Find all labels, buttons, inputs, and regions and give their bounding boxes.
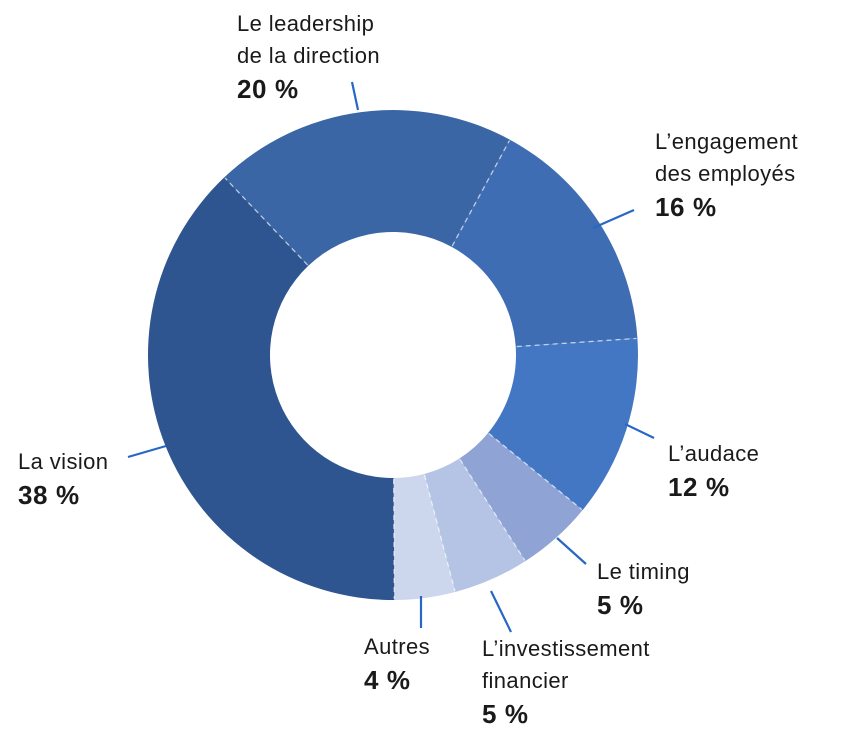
slice-audace <box>488 338 638 511</box>
slice-separator <box>459 458 526 561</box>
leader-line-engagement <box>592 208 635 230</box>
slice-leadership <box>224 109 510 266</box>
slice-separator <box>224 177 309 266</box>
slice-separator <box>488 433 583 511</box>
slice-vision <box>147 177 395 601</box>
slice-timing <box>459 432 583 562</box>
slice-separator <box>392 478 395 600</box>
leader-line-audace <box>624 423 655 439</box>
leader-line-leadership <box>350 81 360 111</box>
slice-investissement <box>424 458 526 592</box>
slice-engagement <box>451 139 638 347</box>
leader-line-vision <box>127 444 167 459</box>
slice-separator <box>423 474 456 592</box>
slice-autres <box>393 473 456 600</box>
slice-separator <box>516 337 637 348</box>
slice-separator <box>451 140 510 247</box>
leader-line-timing <box>556 537 587 565</box>
leader-line-investissement <box>490 590 512 633</box>
